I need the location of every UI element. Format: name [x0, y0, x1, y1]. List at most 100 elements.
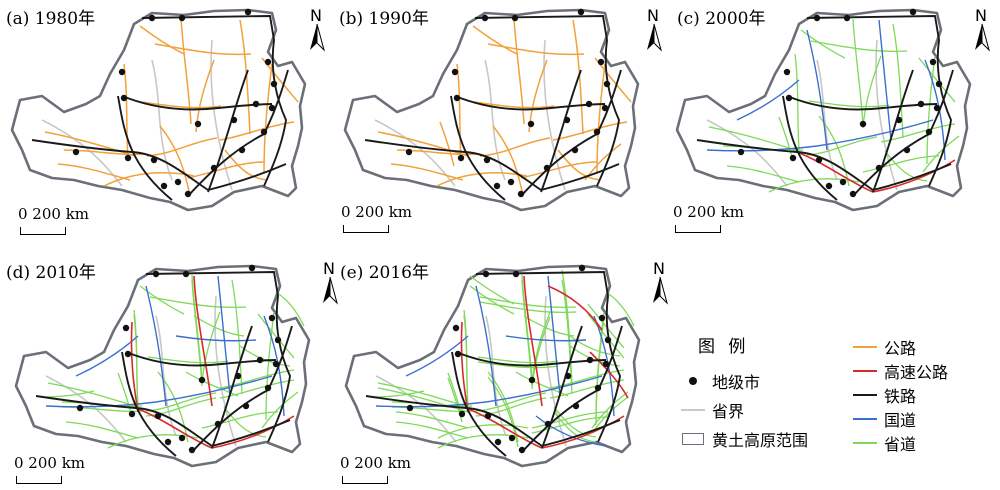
legend-item-province-border: 省界 [680, 399, 744, 421]
map-1980 [10, 8, 307, 212]
legend-label-city: 地级市 [712, 373, 761, 392]
city-marker [563, 116, 571, 124]
railway-line [541, 325, 583, 449]
railway-line [364, 139, 620, 192]
city-marker [929, 58, 937, 66]
city-marker [737, 148, 745, 156]
city-marker [120, 94, 128, 102]
city-marker [268, 314, 276, 322]
city-marker [785, 94, 793, 102]
highway-line [159, 125, 191, 197]
provincial-road-line [926, 55, 936, 165]
provincial-road-line-icon [852, 432, 878, 454]
railway-line [35, 395, 291, 448]
north-arrow-icon [323, 276, 338, 305]
map-2000 [675, 8, 972, 212]
scale-bar-graphic [16, 476, 62, 484]
provincial-road-line [147, 356, 229, 364]
railway-line [451, 351, 507, 457]
highway-line [44, 131, 136, 157]
city-marker [194, 120, 202, 128]
railway-line [365, 395, 621, 448]
city-marker [210, 164, 218, 172]
highway-line [154, 43, 252, 56]
provincial-road-line [219, 379, 295, 399]
provincial-road-line [852, 18, 864, 126]
city-marker [256, 356, 264, 364]
north-arrow-icon [647, 23, 662, 52]
city-marker [815, 156, 823, 164]
scale-bar-graphic [675, 225, 721, 233]
provincial-road-line [521, 279, 533, 387]
provincial-road-line [475, 392, 547, 412]
highway-line [57, 163, 131, 181]
railway-line [145, 271, 291, 443]
expressway-line-icon [852, 360, 878, 382]
city-marker [214, 420, 222, 428]
map-panel-1990: (b) 1990年 N 0 200 km [333, 0, 668, 245]
north-label: N [653, 259, 665, 278]
railway-line [540, 69, 582, 193]
expressway-line [193, 275, 213, 407]
city-marker [597, 58, 605, 66]
city-marker [544, 420, 552, 428]
national-road-line [75, 335, 139, 377]
province-border [484, 59, 506, 181]
city-marker [917, 100, 925, 108]
expressway-line [547, 285, 603, 331]
legend-label-provincial-road: 省道 [884, 435, 917, 454]
legend-item-railway: 铁路 [852, 384, 916, 406]
city-marker [124, 154, 132, 162]
provincial-road-line [605, 291, 635, 327]
national-road-line [706, 145, 818, 152]
highway-line [596, 63, 606, 173]
city-marker [604, 336, 612, 344]
city-marker [452, 324, 460, 332]
provincial-road-line [862, 155, 940, 173]
provincial-road-line [487, 376, 519, 448]
provincial-road-line [275, 291, 305, 327]
expressway-line [130, 321, 139, 413]
panel-title: (d) 2010年 [6, 263, 96, 283]
city-marker [164, 438, 172, 446]
legend-title: 图 例 [698, 337, 750, 357]
provincial-road-line [726, 165, 800, 183]
panel-title: (c) 2000年 [677, 9, 766, 29]
railway-line [872, 69, 914, 193]
highway-line [487, 43, 585, 56]
highway-line [377, 131, 469, 157]
highway-line [396, 149, 478, 156]
legend-item-national-road: 国道 [852, 408, 916, 430]
provincial-road-line [185, 371, 239, 397]
provincial-road-line [447, 377, 463, 423]
city-marker [564, 372, 572, 380]
highway-line [439, 121, 455, 167]
provincial-road-line [133, 314, 139, 412]
railway-line [207, 69, 249, 193]
railway-line [696, 139, 952, 192]
city-marker [238, 146, 246, 154]
city-marker [593, 128, 601, 136]
city-marker [454, 350, 462, 358]
national-road-line [175, 335, 257, 342]
city-marker [572, 402, 580, 410]
city-marker [272, 360, 280, 368]
north-arrow: N [305, 6, 329, 52]
provincial-road-line [265, 311, 275, 421]
expressway-line [523, 275, 543, 407]
city-marker [839, 178, 847, 186]
map-panel-2010: (d) 2010年 N 0 200 km [0, 250, 338, 487]
province-border [544, 295, 567, 447]
city-marker [406, 404, 414, 412]
legend-label-national-road: 国道 [884, 411, 917, 430]
railway-line [474, 15, 620, 187]
legend-label-railway: 铁路 [884, 387, 917, 406]
national-road-line [45, 401, 157, 408]
map-panel-1980: (a) 1980年 N 0 200 km [0, 0, 335, 245]
city-marker [152, 270, 160, 278]
city-marker [252, 100, 260, 108]
scale-bar: 0 200 km [340, 454, 426, 490]
city-marker [124, 350, 132, 358]
highway-line [263, 63, 273, 173]
provincial-road-line [219, 369, 295, 389]
